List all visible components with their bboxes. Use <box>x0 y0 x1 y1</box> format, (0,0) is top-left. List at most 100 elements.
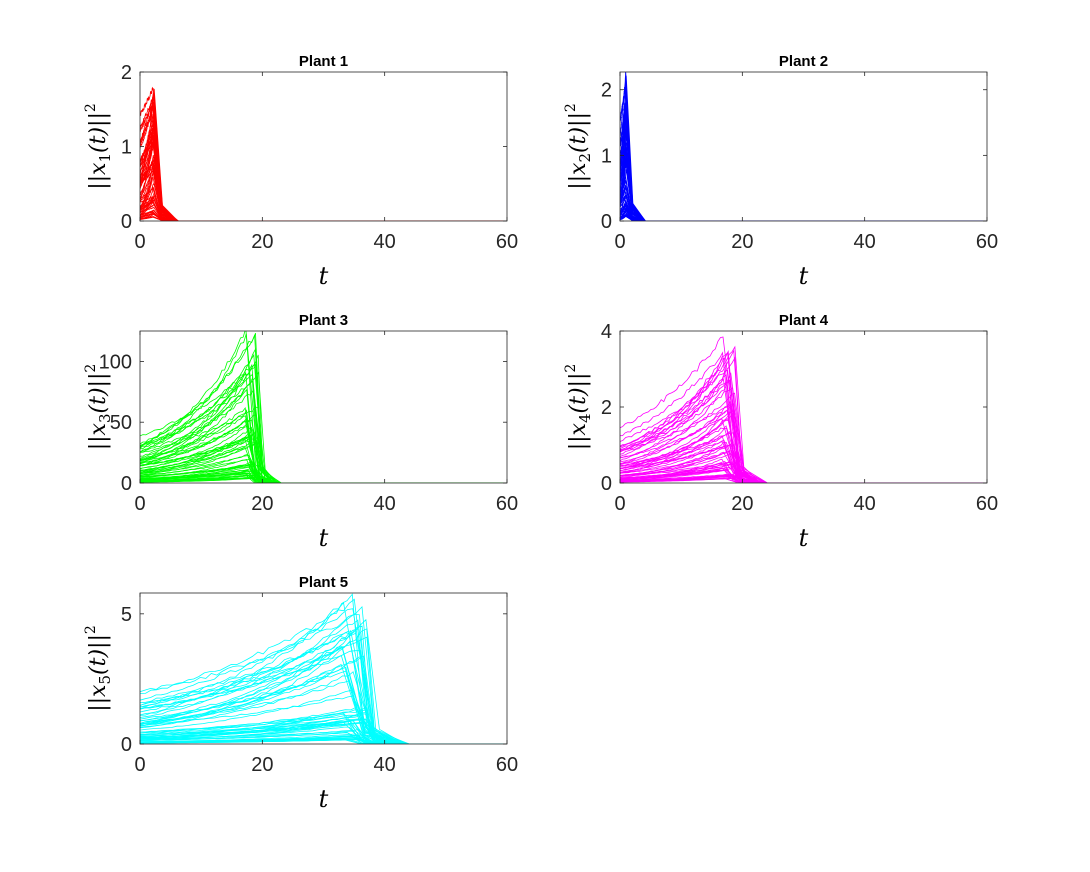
trajectory-line <box>620 473 987 483</box>
trajectory-line <box>140 732 507 744</box>
x-tick-label: 40 <box>374 493 396 515</box>
trajectory-line <box>140 215 507 221</box>
trajectory-line <box>140 628 507 744</box>
x-tick-label: 60 <box>976 231 998 253</box>
trajectory-line <box>140 470 507 483</box>
x-tick-label: 40 <box>374 754 396 776</box>
y-label-post: || <box>86 634 111 649</box>
x-tick-label: 0 <box>614 493 625 515</box>
trajectory-line <box>140 388 507 483</box>
y-label-pre: || <box>566 435 591 450</box>
x-tick-label: 0 <box>134 493 145 515</box>
trajectory-line <box>140 722 507 744</box>
y-tick-label: 50 <box>110 412 132 434</box>
trajectory-line <box>620 463 987 483</box>
trajectory-line <box>140 333 507 483</box>
trajectory-line <box>140 726 507 744</box>
trajectory-line <box>140 331 507 483</box>
trajectory-line <box>140 656 507 744</box>
plot-title: Plant 2 <box>779 53 828 70</box>
x-tick-label: 40 <box>854 231 876 253</box>
trajectory-line <box>140 212 507 221</box>
plot-title: Plant 5 <box>299 574 348 591</box>
y-label-post: || <box>566 373 591 388</box>
trajectory-line <box>140 194 507 221</box>
trajectory-line <box>140 650 507 744</box>
y-label-var: x <box>86 162 111 175</box>
x-tick-label: 60 <box>496 493 518 515</box>
trajectory-line <box>620 386 987 483</box>
x-axis-label: t <box>319 785 329 813</box>
trajectory-line <box>620 475 987 483</box>
trajectory-line <box>620 336 987 483</box>
trajectory-line <box>140 107 507 221</box>
trajectory-line <box>620 215 987 221</box>
x-tick-label: 20 <box>731 231 753 253</box>
trajectory-line <box>620 194 987 221</box>
y-tick-label: 0 <box>601 211 612 233</box>
x-tick-label: 60 <box>496 754 518 776</box>
trajectory-line <box>140 388 507 483</box>
y-label-arg: (t) <box>566 387 591 413</box>
y-label-sub: 2 <box>576 153 594 163</box>
trajectory-line <box>620 435 987 483</box>
trajectory-line <box>620 350 987 483</box>
y-tick-label: 0 <box>601 473 612 495</box>
trajectory-line <box>620 179 987 221</box>
plot-area <box>140 72 507 221</box>
trajectory-line <box>140 199 507 221</box>
trajectory-line <box>140 605 507 744</box>
trajectory-line <box>140 216 507 221</box>
plot-area <box>620 331 987 483</box>
plot-title: Plant 3 <box>299 312 348 329</box>
axes-box <box>139 330 508 484</box>
trajectory-line <box>140 739 507 744</box>
y-axis-label: ||x4(t)||2 <box>563 364 594 451</box>
trajectory-line <box>140 608 507 744</box>
trajectory-line <box>620 441 987 483</box>
trajectory-line <box>140 738 507 744</box>
y-label-pre: || <box>86 697 111 712</box>
x-tick-label: 40 <box>854 493 876 515</box>
trajectory-line <box>620 379 987 483</box>
trajectory-line <box>140 158 507 221</box>
trajectory-line <box>140 670 507 744</box>
trajectory-line <box>140 628 507 744</box>
trajectory-line <box>620 88 987 221</box>
trajectory-line <box>140 475 507 483</box>
trajectory-line <box>620 196 987 221</box>
trajectory-line <box>140 736 507 744</box>
trajectory-line <box>140 371 507 483</box>
y-label-arg: (t) <box>86 127 111 153</box>
trajectory-line <box>140 335 507 483</box>
trajectory-line <box>140 380 507 483</box>
y-label-sup: 2 <box>83 103 99 112</box>
y-label-post: || <box>86 112 111 127</box>
y-label-post: || <box>86 373 111 388</box>
x-tick-label: 40 <box>374 231 396 253</box>
y-tick-label: 0 <box>121 734 132 756</box>
x-axis-label: t <box>319 262 329 290</box>
x-tick-label: 0 <box>134 754 145 776</box>
trajectory-line <box>140 86 507 221</box>
x-axis-label: t <box>319 524 329 552</box>
y-label-sub: 1 <box>96 153 114 163</box>
trajectory-line <box>140 195 507 221</box>
series-traces <box>140 593 507 744</box>
trajectory-line <box>140 636 507 744</box>
trajectory-line <box>620 86 987 221</box>
x-tick-label: 20 <box>251 754 273 776</box>
trajectory-line <box>140 655 507 744</box>
plot-title: Plant 1 <box>299 53 348 70</box>
trajectory-line <box>620 349 987 483</box>
axes-box <box>619 71 988 222</box>
trajectory-line <box>620 372 987 483</box>
plot-title: Plant 4 <box>779 312 829 329</box>
trajectory-line <box>140 671 507 744</box>
x-tick-label: 0 <box>614 231 625 253</box>
y-axis-label: ||x1(t)||2 <box>83 103 114 190</box>
